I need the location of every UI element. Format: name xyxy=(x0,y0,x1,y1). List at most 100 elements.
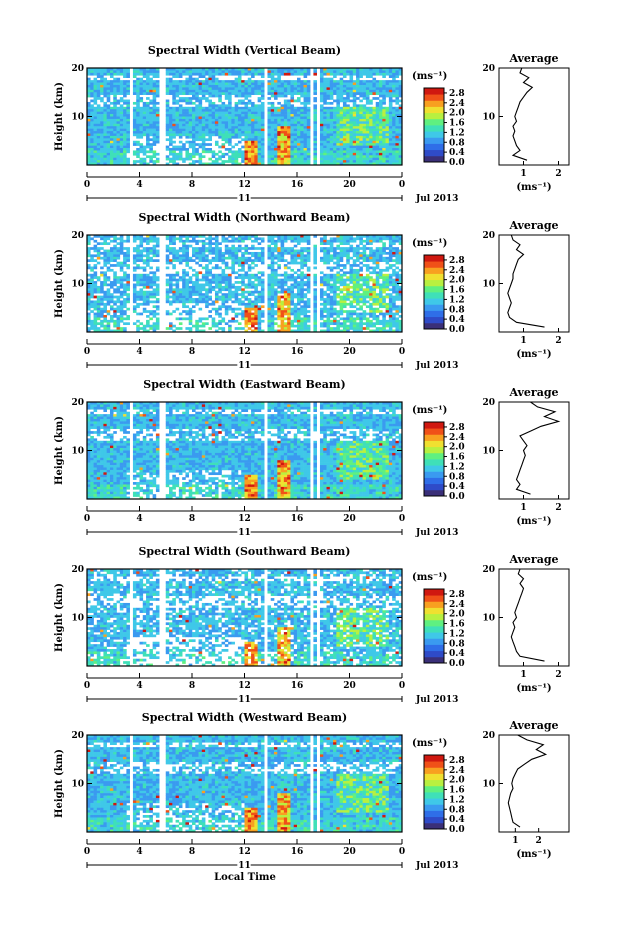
heatmap-cell xyxy=(110,247,114,250)
heatmap-cell xyxy=(120,85,124,88)
heatmap-cell xyxy=(245,325,249,328)
heatmap-cell xyxy=(90,131,94,134)
heatmap-cell xyxy=(156,284,160,287)
heatmap-cell xyxy=(369,124,373,127)
heatmap-cell xyxy=(307,259,311,262)
heatmap-cell xyxy=(176,146,180,149)
heatmap-cell xyxy=(136,247,140,250)
heatmap-cell xyxy=(146,298,150,301)
heatmap-cell xyxy=(363,155,367,158)
heatmap-cell xyxy=(297,83,301,86)
heatmap-cell xyxy=(199,73,203,76)
heatmap-cell xyxy=(307,325,311,328)
heatmap-cell xyxy=(271,138,275,141)
heatmap-cell xyxy=(97,288,101,291)
heatmap-cell xyxy=(379,112,383,115)
heatmap-cell xyxy=(113,155,117,158)
heatmap-cell xyxy=(189,288,193,291)
heatmap-cell xyxy=(169,124,173,127)
heatmap-cell xyxy=(195,100,199,103)
heatmap-cell xyxy=(199,320,203,323)
heatmap-cell xyxy=(113,322,117,325)
heatmap-cell xyxy=(117,252,121,255)
heatmap-cell xyxy=(146,252,150,255)
heatmap-cell xyxy=(90,85,94,88)
heatmap-cell xyxy=(143,75,147,78)
heatmap-cell xyxy=(372,87,376,90)
heatmap-cell xyxy=(225,237,229,240)
heatmap-cell xyxy=(379,90,383,93)
heatmap-cell xyxy=(323,124,327,127)
heatmap-cell xyxy=(231,286,235,289)
heatmap-cell xyxy=(258,97,262,100)
heatmap-cell xyxy=(274,313,278,316)
heatmap-cell xyxy=(103,262,107,265)
heatmap-cell xyxy=(136,129,140,132)
heatmap-cell xyxy=(372,160,376,163)
heatmap-cell xyxy=(372,97,376,100)
heatmap-cell xyxy=(392,114,396,117)
heatmap-cell xyxy=(176,124,180,127)
heatmap-cell xyxy=(386,146,390,149)
heatmap-cell xyxy=(202,141,206,144)
heatmap-cell xyxy=(379,136,383,139)
heatmap-cell xyxy=(323,70,327,73)
heatmap-cell xyxy=(300,267,304,270)
heatmap-cell xyxy=(117,126,121,129)
heatmap-cell xyxy=(228,281,232,284)
heatmap-cell xyxy=(350,70,354,73)
heatmap-cell xyxy=(179,75,183,78)
heatmap-cell xyxy=(251,117,255,120)
heatmap-cell xyxy=(133,300,137,303)
heatmap-cell xyxy=(313,97,317,100)
heatmap-cell xyxy=(199,158,203,161)
heatmap-cell xyxy=(182,288,186,291)
heatmap-cell xyxy=(189,119,193,122)
heatmap-cell xyxy=(379,160,383,163)
heatmap-cell xyxy=(287,315,291,318)
heatmap-cell xyxy=(271,259,275,262)
heatmap-cell xyxy=(153,240,157,243)
heatmap-cell xyxy=(172,276,176,279)
heatmap-cell xyxy=(323,138,327,141)
heatmap-cell xyxy=(146,293,150,296)
heatmap-cell xyxy=(241,269,245,272)
heatmap-cell xyxy=(346,138,350,141)
heatmap-cell xyxy=(350,87,354,90)
heatmap-cell xyxy=(146,90,150,93)
heatmap-cell xyxy=(241,291,245,294)
heatmap-cell xyxy=(205,274,209,277)
heatmap-cell xyxy=(143,146,147,149)
heatmap-cell xyxy=(94,303,98,306)
heatmap-cell xyxy=(231,85,235,88)
heatmap-cell xyxy=(107,109,111,112)
heatmap-cell xyxy=(225,107,229,110)
heatmap-cell xyxy=(359,155,363,158)
heatmap-cell xyxy=(205,291,209,294)
heatmap-cell xyxy=(215,87,219,90)
heatmap-cell xyxy=(277,153,281,156)
heatmap-cell xyxy=(267,237,271,240)
heatmap-cell xyxy=(107,254,111,257)
heatmap-cell xyxy=(199,119,203,122)
heatmap-cell xyxy=(248,322,252,325)
heatmap-cell xyxy=(113,117,117,120)
heatmap-cell xyxy=(133,85,137,88)
heatmap-cell xyxy=(284,150,288,153)
heatmap-cell xyxy=(166,121,170,124)
heatmap-cell xyxy=(343,138,347,141)
heatmap-cell xyxy=(267,325,271,328)
heatmap-cell xyxy=(133,259,137,262)
heatmap-cell xyxy=(97,315,101,318)
heatmap-cell xyxy=(271,114,275,117)
heatmap-cell xyxy=(382,124,386,127)
heatmap-cell xyxy=(281,160,285,163)
heatmap-cell xyxy=(231,124,235,127)
heatmap-cell xyxy=(258,150,262,153)
heatmap-cell xyxy=(258,296,262,299)
heatmap-cell xyxy=(235,286,239,289)
heatmap-cell xyxy=(366,160,370,163)
heatmap-cell xyxy=(126,75,130,78)
heatmap-cell xyxy=(359,153,363,156)
heatmap-cell xyxy=(208,121,212,124)
